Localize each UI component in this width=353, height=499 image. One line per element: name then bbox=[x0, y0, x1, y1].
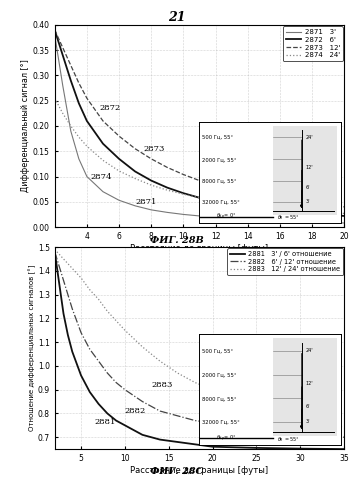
Text: 2874: 2874 bbox=[90, 173, 112, 181]
Text: 2883: 2883 bbox=[151, 381, 173, 389]
Y-axis label: Дифференциальный сигнал [°]: Дифференциальный сигнал [°] bbox=[21, 59, 30, 193]
Text: 2872: 2872 bbox=[100, 104, 121, 112]
Text: 21: 21 bbox=[168, 11, 185, 24]
Text: 2881: 2881 bbox=[94, 418, 115, 426]
Text: 2873: 2873 bbox=[143, 145, 164, 153]
Legend: 2871   3', 2872   6', 2873   12', 2874   24': 2871 3', 2872 6', 2873 12', 2874 24' bbox=[283, 26, 343, 61]
Legend: 2881   3' / 6' отношение, 2882   6' / 12' отношение, 2883   12' / 24' отношение: 2881 3' / 6' отношение, 2882 6' / 12' от… bbox=[227, 249, 343, 275]
Y-axis label: Отношение дифференциальных сигналов [°]: Отношение дифференциальных сигналов [°] bbox=[29, 265, 36, 431]
Text: ФИГ. 28В: ФИГ. 28В bbox=[150, 236, 203, 245]
Text: 2882: 2882 bbox=[125, 407, 146, 415]
Text: 2871: 2871 bbox=[135, 198, 156, 206]
X-axis label: Расстояние до границы [футы]: Расстояние до границы [футы] bbox=[130, 466, 269, 475]
Text: ФИГ. 28С: ФИГ. 28С bbox=[150, 467, 203, 476]
X-axis label: Расстояние до границы [футы]: Расстояние до границы [футы] bbox=[130, 244, 269, 252]
